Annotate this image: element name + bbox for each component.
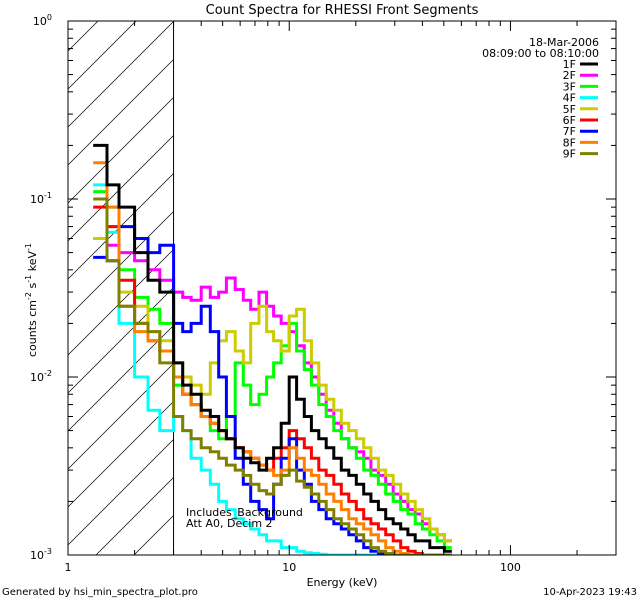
x-axis-label: Energy (keV): [307, 576, 378, 589]
y-tick-label: 10-2: [30, 369, 52, 384]
hatch-line: [68, 362, 174, 470]
hatch-line: [68, 324, 174, 432]
series-4F-line: [93, 183, 452, 555]
y-axis-label: counts cm-2 s-1 keV-1: [24, 243, 39, 357]
footer-timestamp: 10-Apr-2023 19:43: [543, 587, 637, 598]
legend-label-6F: 6F: [563, 114, 576, 127]
legend-label-9F: 9F: [563, 148, 576, 161]
legend-label-1F: 1F: [563, 58, 576, 71]
hatch-line: [68, 21, 174, 128]
plot-frame: [67, 20, 617, 556]
hatch-line: [133, 514, 174, 555]
hatch-line: [68, 248, 174, 356]
legend-date: 18-Mar-2006: [529, 36, 599, 49]
chart-title: Count Spectra for RHESSI Front Segments: [206, 3, 479, 18]
x-axis-ticks: 1 10 100: [65, 21, 617, 574]
legend-label-7F: 7F: [563, 125, 576, 138]
series-group: [93, 21, 452, 555]
footer-generated-by: Generated by hsi_min_spectra_plot.pro: [2, 587, 198, 598]
hatch-line: [68, 172, 174, 280]
legend-label-5F: 5F: [563, 103, 576, 116]
x-tick-label: 10: [282, 561, 296, 574]
hatch-line: [68, 210, 174, 318]
hatch-line: [68, 134, 174, 242]
annotation-attenuator: Att A0, Decim 2: [186, 517, 273, 530]
legend-label-3F: 3F: [563, 80, 576, 93]
legend-label-2F: 2F: [563, 69, 576, 82]
series-1F-line: [93, 143, 452, 553]
hatch-line: [68, 400, 174, 508]
x-tick-label: 1: [65, 561, 72, 574]
hatch-line: [95, 476, 174, 555]
hatch-line: [68, 58, 174, 166]
y-axis-ticks: 100 10-1 10-2 10-3: [30, 13, 616, 562]
x-tick-label: 100: [500, 561, 521, 574]
y-tick-label: 10-1: [30, 191, 52, 206]
legend-label-8F: 8F: [563, 136, 576, 149]
hatch-line: [68, 438, 174, 546]
y-tick-label: 100: [33, 13, 52, 28]
series-9F-line: [93, 197, 452, 555]
y-tick-label: 10-3: [30, 547, 52, 562]
legend-label-4F: 4F: [563, 92, 576, 105]
annotation-background: Includes_Background: [186, 506, 303, 519]
legend-time-range: 08:09:00 to 08:10:00: [482, 47, 599, 60]
hatch-line: [68, 96, 174, 204]
